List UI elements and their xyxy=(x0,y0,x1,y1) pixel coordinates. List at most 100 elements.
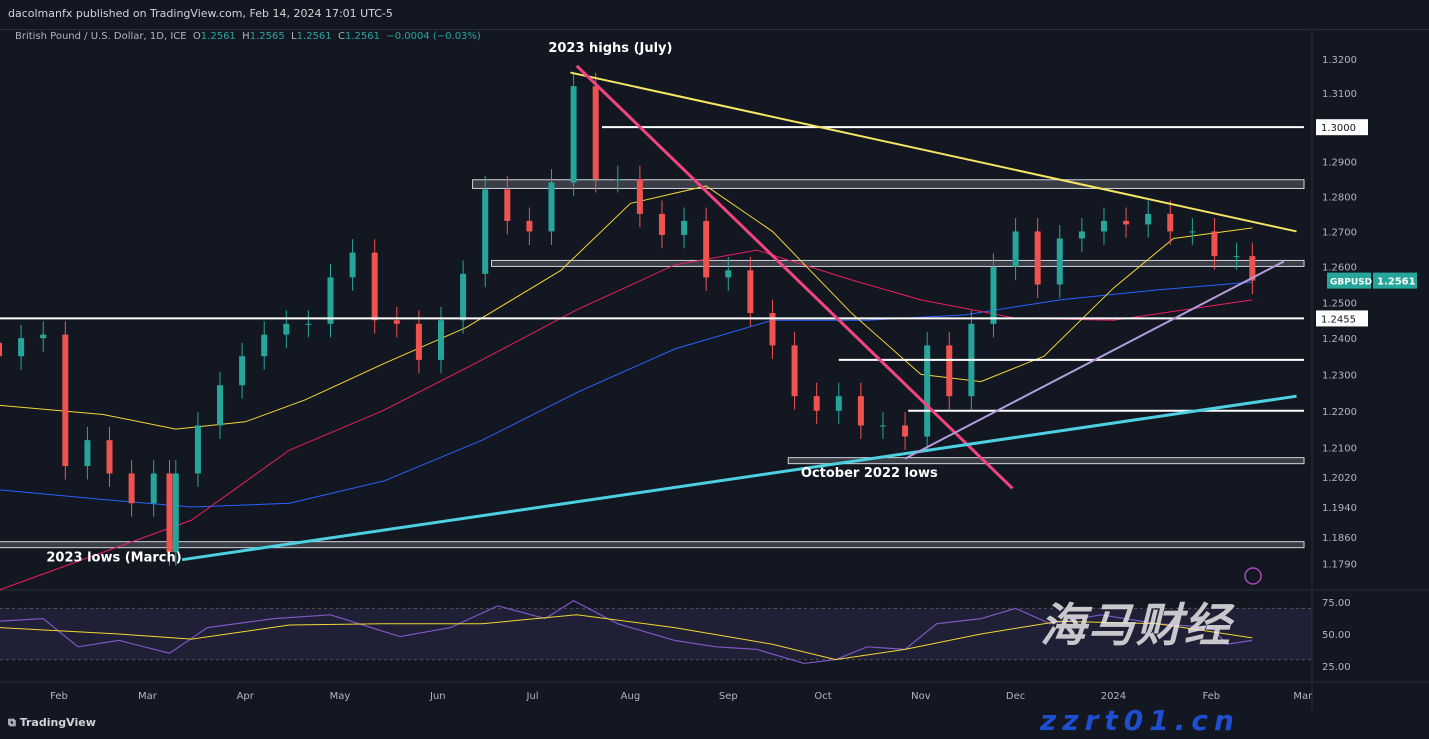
candle-body xyxy=(128,473,135,504)
candle-body xyxy=(40,334,47,339)
purple-trendline xyxy=(904,260,1285,460)
lightning-icon xyxy=(1244,567,1262,585)
x-tick-label: Oct xyxy=(814,691,831,702)
candle-body xyxy=(1012,231,1019,267)
watermark-url: zzrt01.cn xyxy=(1040,704,1240,737)
candle-body xyxy=(62,334,69,467)
high-label: H xyxy=(242,31,250,42)
candle-body xyxy=(349,252,356,278)
candle-body xyxy=(327,277,334,324)
y-tick-label: 1.2400 xyxy=(1322,334,1357,345)
candle-body xyxy=(769,313,776,346)
x-tick-label: 2024 xyxy=(1101,691,1126,702)
candle-body xyxy=(902,425,909,437)
support-resistance-zone xyxy=(472,179,1305,189)
change-value: −0.0004 (−0.03%) xyxy=(386,31,481,42)
candle-body xyxy=(84,440,91,467)
support-resistance-zone xyxy=(491,259,1305,267)
candle-body xyxy=(371,252,378,321)
candle-body xyxy=(747,270,754,314)
candle-body xyxy=(415,323,422,360)
y-tick-label: 1.1860 xyxy=(1322,533,1357,544)
yellow-trendline xyxy=(570,71,1297,233)
rsi-band xyxy=(0,608,1312,660)
y-tick-label: 1.2600 xyxy=(1322,263,1357,274)
candle-body xyxy=(614,179,621,181)
x-tick-label: Jun xyxy=(429,691,446,702)
candle-body xyxy=(172,473,179,553)
symbol-tag-text: GBPUSD xyxy=(1330,278,1372,288)
candle-body xyxy=(1189,231,1196,233)
last-price-text: 1.2561 xyxy=(1377,277,1416,288)
candle-body xyxy=(1211,231,1218,257)
candle-body xyxy=(879,425,886,427)
logo-text: TradingView xyxy=(19,716,96,729)
symbol-legend: British Pound / U.S. Dollar, 1D, ICE O1.… xyxy=(15,31,481,42)
candle-body xyxy=(1056,238,1063,285)
candle-body xyxy=(791,345,798,397)
candle-body xyxy=(239,356,246,386)
support-resistance-zone xyxy=(0,541,1305,549)
rsi-tick-label: 75.00 xyxy=(1322,598,1351,609)
close-value: 1.2561 xyxy=(344,31,380,42)
candle-body xyxy=(1167,213,1174,232)
candle-body xyxy=(1034,231,1041,285)
x-tick-label: Aug xyxy=(621,691,641,702)
level-price-tag xyxy=(1316,310,1368,327)
x-tick-label: Sep xyxy=(719,691,738,702)
ma200-line xyxy=(0,281,1253,508)
symbol-tag xyxy=(1327,272,1371,289)
candle-body xyxy=(592,86,599,180)
low-label: L xyxy=(291,31,297,42)
x-tick-label: Jul xyxy=(526,691,539,702)
x-tick-label: Nov xyxy=(911,691,931,702)
candle-body xyxy=(681,220,688,235)
y-tick-label: 1.2100 xyxy=(1322,444,1357,455)
candle-body xyxy=(570,86,577,183)
watermark-cn: 海马财经 xyxy=(1040,598,1232,652)
candle-body xyxy=(924,345,931,437)
last-price-tag xyxy=(1373,272,1417,289)
candle-body xyxy=(725,270,732,278)
candle-body xyxy=(504,189,511,221)
ma50-line xyxy=(0,185,1253,430)
x-tick-label: Feb xyxy=(1202,691,1220,702)
y-tick-label: 1.2700 xyxy=(1322,227,1357,238)
candle-body xyxy=(460,273,467,321)
candle-body xyxy=(1249,256,1256,281)
level-price-tag xyxy=(1316,119,1368,136)
x-tick-label: May xyxy=(330,691,351,702)
publish-info: dacolmanfx published on TradingView.com,… xyxy=(8,7,393,20)
support-resistance-zone xyxy=(787,457,1305,465)
y-tick-label: 1.2500 xyxy=(1322,298,1357,309)
candle-body xyxy=(813,396,820,411)
candle-body xyxy=(305,323,312,325)
candle-body xyxy=(0,342,3,357)
y-tick-label: 1.1940 xyxy=(1322,503,1357,514)
candle-body xyxy=(658,213,665,235)
y-tick-label: 1.1790 xyxy=(1322,559,1357,570)
x-tick-label: Mar xyxy=(138,691,158,702)
cyan-trendline xyxy=(181,394,1297,562)
y-tick-label: 1.2200 xyxy=(1322,407,1357,418)
candle-body xyxy=(946,345,953,397)
x-tick-label: Dec xyxy=(1006,691,1025,702)
candle-body xyxy=(261,334,268,357)
low-value: 1.2561 xyxy=(296,31,332,42)
candle-body xyxy=(166,473,173,553)
rsi-tick-label: 50.00 xyxy=(1322,630,1351,641)
candle-body xyxy=(1145,213,1152,225)
high-value: 1.2565 xyxy=(249,31,285,42)
y-tick-label: 1.3100 xyxy=(1322,89,1357,100)
candle-body xyxy=(437,320,444,360)
open-value: 1.2561 xyxy=(200,31,236,42)
rsi-ma-line xyxy=(0,614,1253,661)
publish-bar: dacolmanfx published on TradingView.com,… xyxy=(0,0,1429,30)
chart-annotation: October 2022 lows xyxy=(801,466,938,481)
candle-body xyxy=(1078,231,1085,239)
candle-body xyxy=(835,396,842,411)
y-tick-label: 1.2020 xyxy=(1322,473,1357,484)
x-tick-label: Feb xyxy=(50,691,68,702)
tradingview-logo: ⧉ TradingView xyxy=(8,716,96,729)
